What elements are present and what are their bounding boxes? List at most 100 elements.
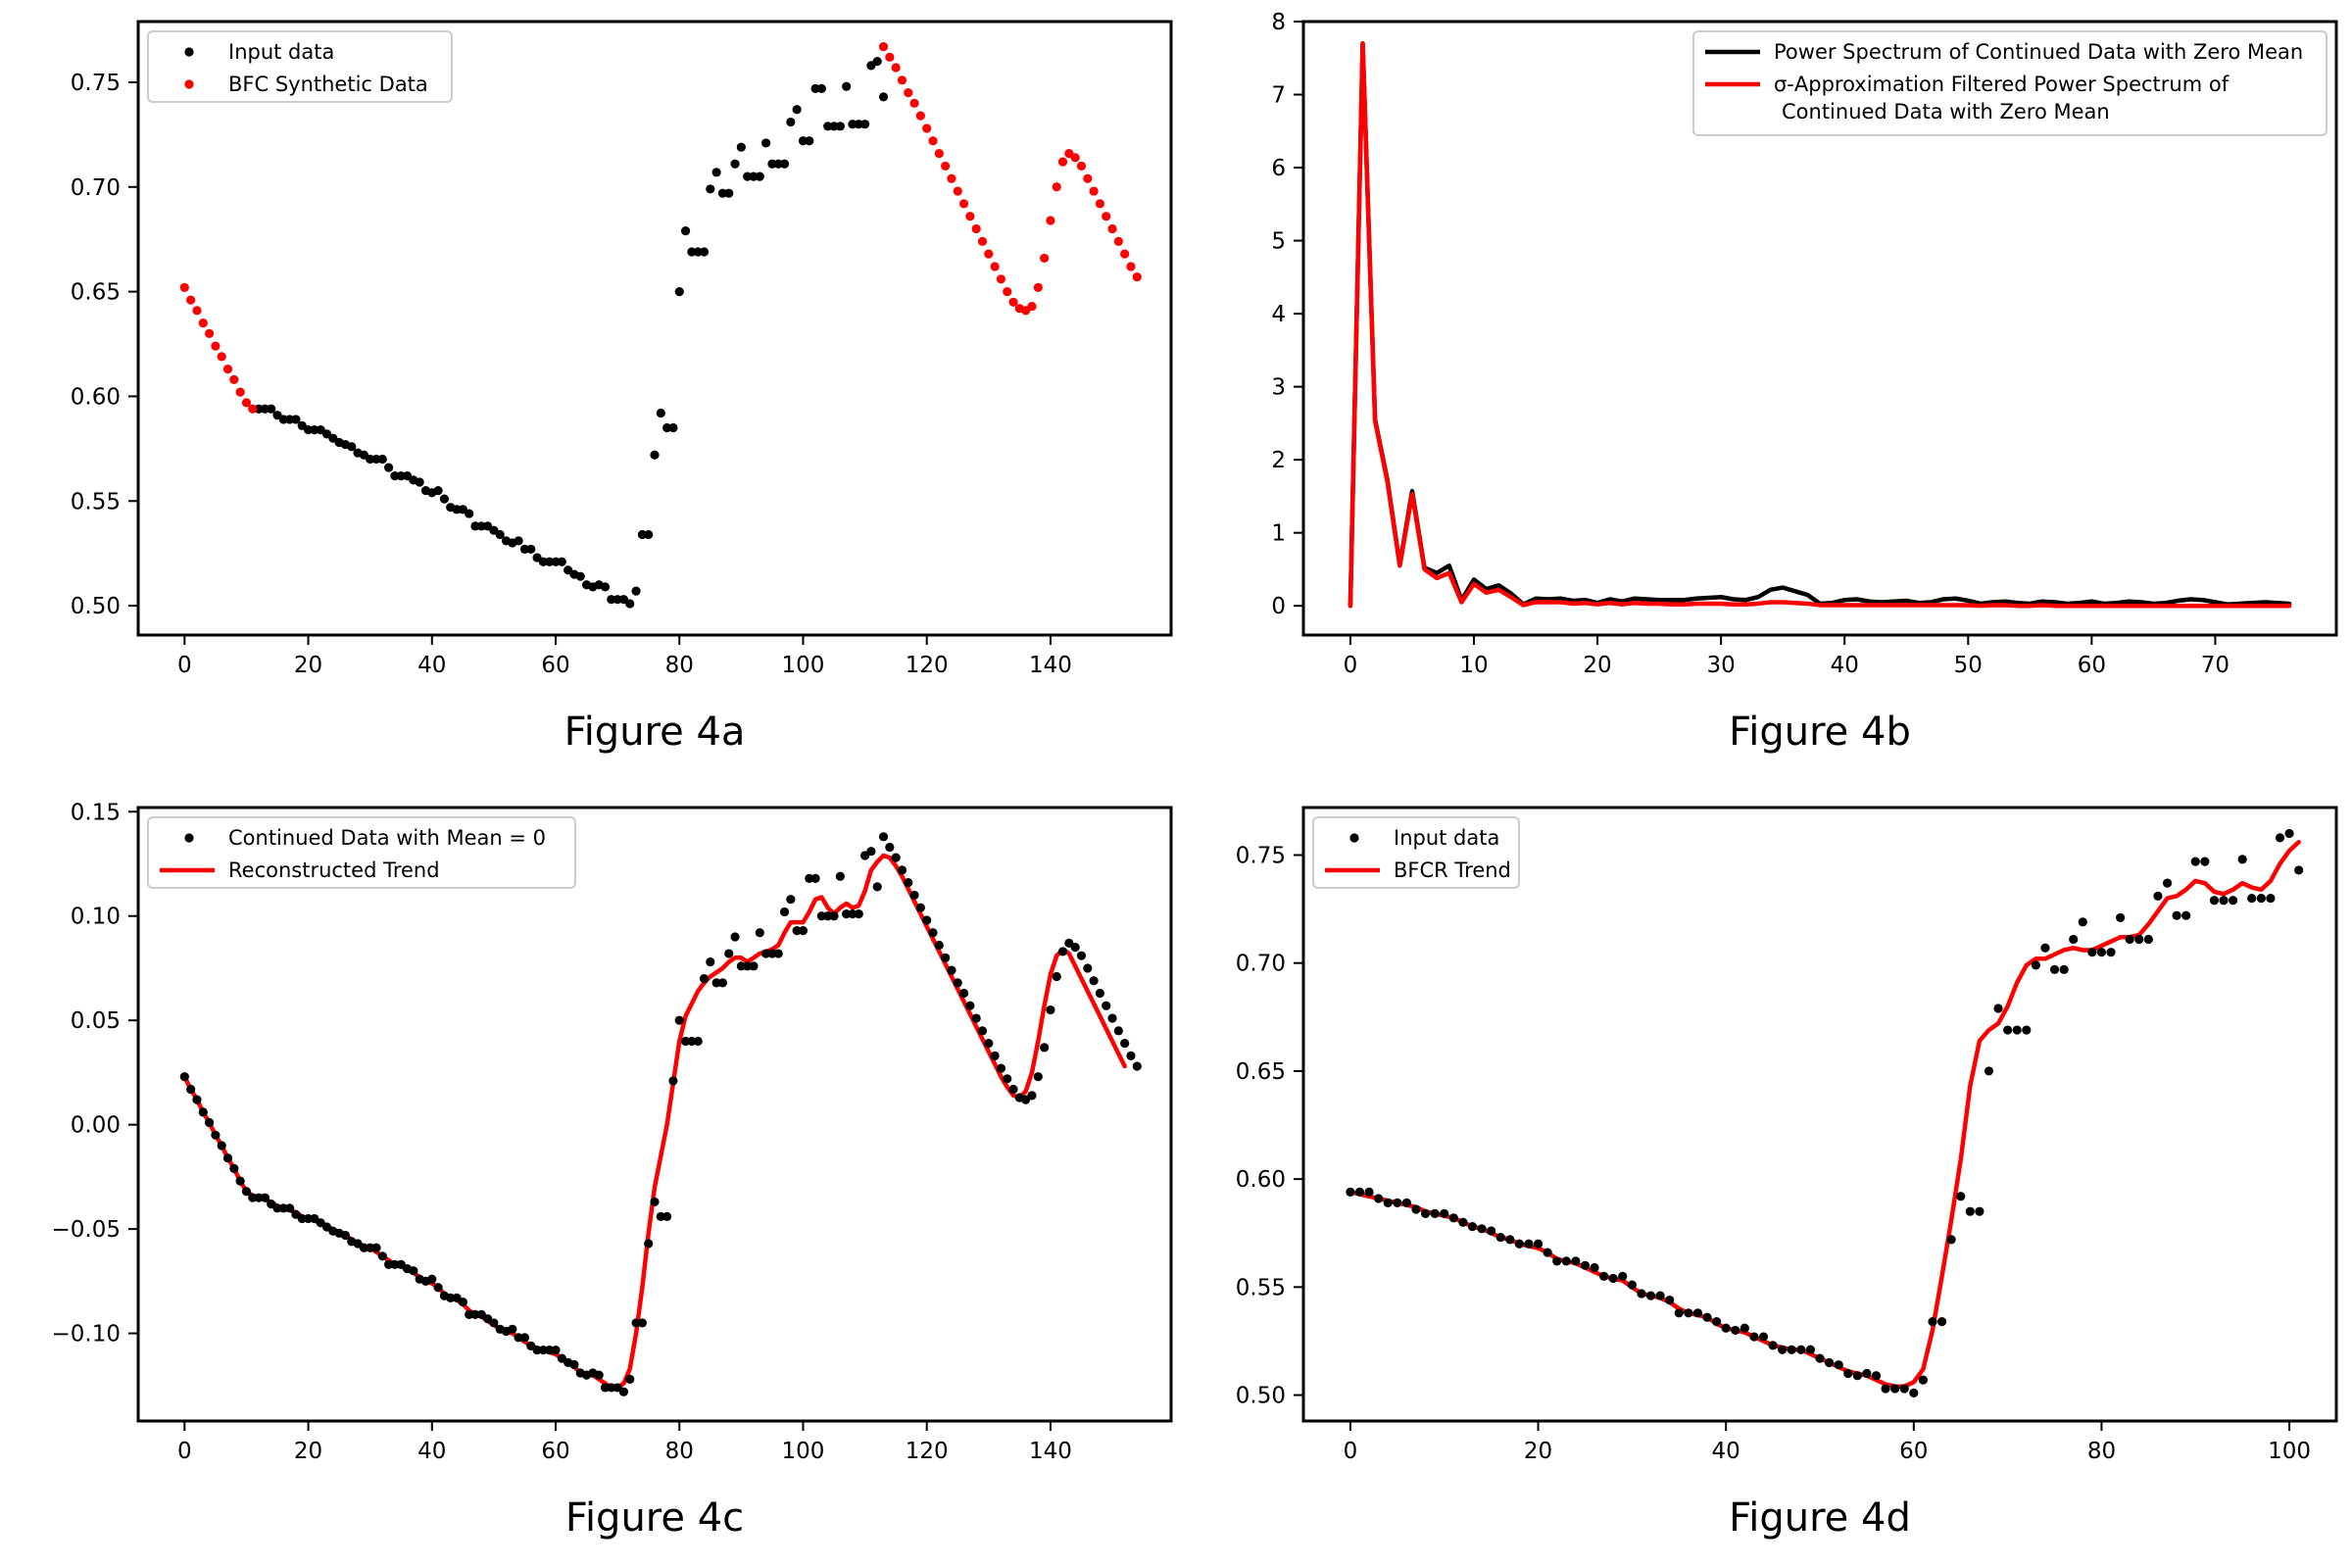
data-point (260, 404, 270, 414)
data-point (891, 853, 901, 862)
data-point (1899, 1384, 1909, 1394)
plot-area (1346, 828, 2304, 1397)
data-point (1721, 1323, 1731, 1333)
data-point (272, 1203, 282, 1213)
data-point (699, 247, 710, 257)
x-tick-label: 140 (1029, 653, 1072, 678)
data-point (2040, 943, 2050, 953)
data-point (1712, 1317, 1722, 1327)
data-point (786, 895, 796, 905)
data-point (1984, 1066, 1994, 1076)
data-point (996, 1063, 1006, 1073)
data-point (198, 318, 208, 328)
data-point (631, 1318, 641, 1328)
figure-caption: Figure 4d (1729, 1495, 1911, 1541)
data-point (248, 1193, 258, 1202)
data-point (538, 557, 549, 566)
data-point (1076, 161, 1087, 172)
data-point (1057, 157, 1068, 167)
x-tick-label: 100 (782, 653, 825, 678)
data-point (1918, 1375, 1928, 1385)
data-point (816, 83, 827, 93)
data-point (192, 306, 202, 316)
data-point (854, 908, 863, 919)
data-point (1120, 1039, 1130, 1049)
x-tick-label: 60 (2078, 653, 2106, 678)
data-point (872, 882, 882, 892)
data-point (465, 1309, 474, 1320)
data-point (241, 1187, 252, 1197)
data-point (792, 926, 802, 936)
data-point (848, 120, 858, 129)
data-point (984, 1039, 994, 1049)
data-point (1346, 1187, 1355, 1197)
data-point (922, 123, 932, 133)
data-point (2049, 964, 2060, 974)
data-point (668, 422, 678, 433)
data-point (1126, 1051, 1136, 1060)
panel-4c: 0 20 40 60 80 100 120 140 −0.10 −0.05 0.00 0.05 0.10… (52, 800, 1173, 1541)
legend-label: BFC Synthetic Data (228, 73, 428, 96)
data-point (823, 911, 833, 921)
legend-label: Continued Data with Mean = 0 (228, 826, 546, 850)
figure-caption: Figure 4b (1729, 710, 1911, 755)
data-point (662, 422, 672, 433)
plot-area (179, 42, 1142, 609)
legend-marker (184, 79, 194, 89)
data-point (612, 595, 622, 605)
data-point (1070, 153, 1080, 163)
data-point (204, 328, 215, 338)
data-point (1815, 1353, 1825, 1363)
x-tick-label: 100 (782, 1439, 825, 1464)
data-point (922, 915, 932, 925)
data-point (842, 908, 852, 919)
legend-marker (184, 833, 194, 843)
data-point (600, 582, 611, 592)
data-point (452, 505, 462, 514)
data-point (1027, 1091, 1037, 1101)
data-point (1599, 1271, 1609, 1281)
data-point (878, 42, 889, 52)
legend: Input data BFCR Trend (1312, 816, 1520, 889)
data-point (179, 282, 189, 292)
axes-frame (1301, 806, 2338, 1423)
data-point (508, 1324, 517, 1334)
data-point (557, 557, 566, 566)
data-point (767, 949, 777, 958)
data-point (192, 1095, 202, 1104)
data-point (773, 949, 783, 958)
data-point (965, 1001, 975, 1010)
x-tick-label: 60 (541, 653, 569, 678)
axes-frame (136, 20, 1173, 637)
x-tick-label: 40 (1712, 1439, 1740, 1464)
data-point (1126, 262, 1136, 271)
data-point (1487, 1226, 1496, 1236)
x-tick-label: 140 (1029, 1439, 1072, 1464)
x-tick-label: 100 (2268, 1439, 2311, 1464)
x-tick-label: 40 (417, 653, 446, 678)
data-point (1040, 1043, 1050, 1053)
data-point (377, 1251, 387, 1261)
y-tick-label: 0.65 (71, 280, 121, 306)
data-point (1993, 1004, 2003, 1013)
data-point (1524, 1239, 1534, 1249)
data-point (1383, 1198, 1393, 1207)
legend-box (147, 30, 453, 103)
data-point (285, 415, 295, 424)
y-tick-label: 0.50 (1236, 1384, 1286, 1409)
data-point (254, 1193, 264, 1202)
data-point (1702, 1312, 1712, 1322)
data-point (366, 1243, 375, 1252)
data-point (810, 873, 820, 883)
data-point (680, 1036, 691, 1047)
data-point (1107, 1013, 1117, 1023)
data-point (829, 122, 839, 131)
data-point (303, 425, 314, 435)
data-point (2229, 896, 2238, 906)
data-point (1003, 1074, 1012, 1084)
data-point (409, 1266, 418, 1276)
legend: Continued Data with Mean = 0 Reconstructe… (147, 816, 576, 889)
data-point (885, 52, 895, 62)
x-tick-label: 0 (1344, 1439, 1358, 1464)
legend-label-continued: Continued Data with Zero Mean (1782, 100, 2110, 123)
